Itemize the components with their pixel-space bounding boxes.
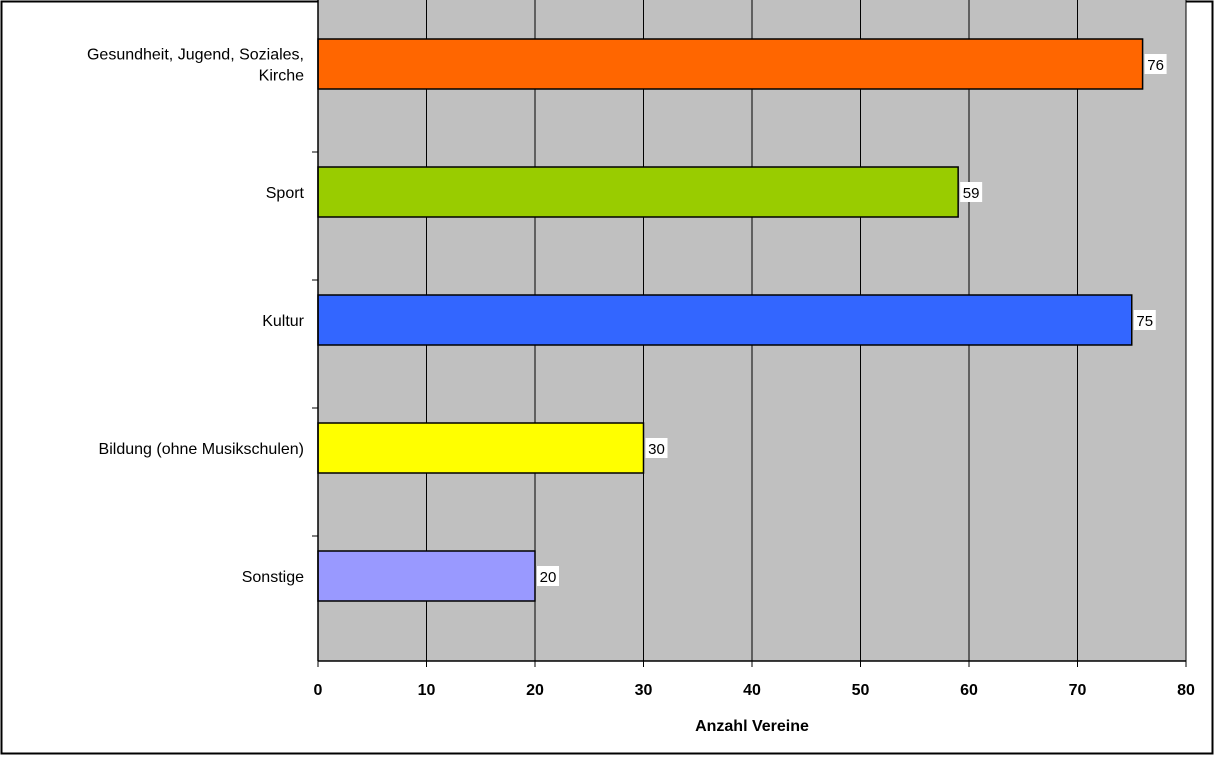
data-label: 30 xyxy=(648,441,665,458)
x-tick-label: 80 xyxy=(1177,682,1195,699)
data-label-box xyxy=(1133,310,1156,330)
data-label: 75 xyxy=(1136,313,1153,330)
bar xyxy=(317,550,536,602)
x-tick-label: 50 xyxy=(852,682,870,699)
data-label: 59 xyxy=(963,185,980,202)
data-label-box xyxy=(645,438,668,458)
category-label: Sport xyxy=(266,185,305,202)
bar xyxy=(317,166,959,218)
bar xyxy=(317,422,645,474)
bar xyxy=(317,38,1144,90)
x-tick-label: 20 xyxy=(526,682,544,699)
data-label: 20 xyxy=(540,569,557,586)
x-tick-label: 70 xyxy=(1069,682,1087,699)
bar xyxy=(317,294,1133,346)
x-tick-label: 40 xyxy=(743,682,761,699)
category-label: Kultur xyxy=(262,313,304,330)
category-label: Kirche xyxy=(259,68,304,85)
category-label: Gesundheit, Jugend, Soziales, xyxy=(87,47,304,64)
x-tick-label: 10 xyxy=(418,682,436,699)
data-label-box xyxy=(960,182,983,202)
category-label: Bildung (ohne Musikschulen) xyxy=(99,441,304,458)
data-label-box xyxy=(537,566,559,586)
x-axis-title: Anzahl Vereine xyxy=(695,718,809,735)
category-label: Sonstige xyxy=(242,569,304,586)
data-label: 76 xyxy=(1147,57,1164,74)
x-tick-label: 30 xyxy=(635,682,653,699)
x-tick-label: 0 xyxy=(314,682,323,699)
axes xyxy=(312,0,1187,667)
data-label-box xyxy=(1144,54,1167,74)
x-tick-label: 60 xyxy=(960,682,978,699)
labels: 76 Gesundheit, Jugend, Soziales, Kirche 59 S… xyxy=(87,47,1195,700)
